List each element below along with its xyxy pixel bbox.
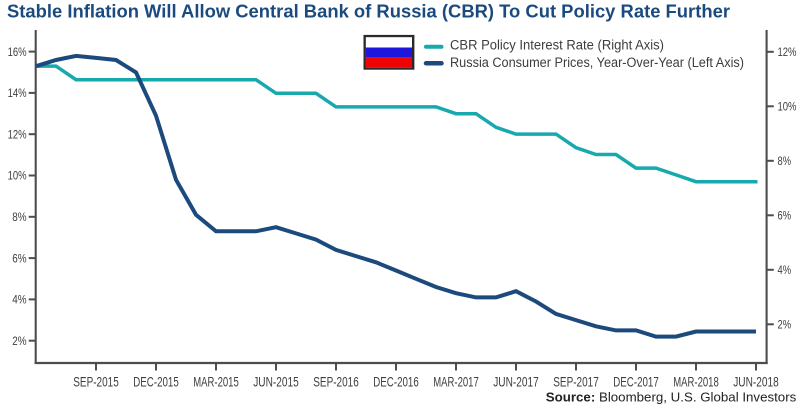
svg-text:12%: 12% xyxy=(778,47,797,59)
svg-text:14%: 14% xyxy=(8,88,27,100)
svg-text:JUN-2018: JUN-2018 xyxy=(733,373,779,389)
svg-text:JUN-2017: JUN-2017 xyxy=(493,373,539,389)
svg-text:Stable Inflation Will Allow Ce: Stable Inflation Will Allow Central Bank… xyxy=(7,1,730,22)
svg-text:6%: 6% xyxy=(778,211,792,223)
svg-text:12%: 12% xyxy=(8,129,27,141)
svg-text:SEP-2015: SEP-2015 xyxy=(73,373,119,389)
svg-text:4%: 4% xyxy=(778,265,792,277)
svg-text:JUN-2015: JUN-2015 xyxy=(253,373,299,389)
svg-text:MAR-2017: MAR-2017 xyxy=(433,373,479,389)
svg-text:DEC-2017: DEC-2017 xyxy=(613,373,659,389)
svg-text:SEP-2016: SEP-2016 xyxy=(313,373,359,389)
svg-text:CBR Policy Interest Rate (Righ: CBR Policy Interest Rate (Right Axis) xyxy=(450,37,664,52)
svg-text:6%: 6% xyxy=(12,253,26,265)
svg-text:10%: 10% xyxy=(8,171,27,183)
svg-text:Source: Bloomberg, U.S. Global: Source: Bloomberg, U.S. Global Investors xyxy=(546,390,797,405)
svg-text:MAR-2018: MAR-2018 xyxy=(673,373,719,389)
svg-text:SEP-2017: SEP-2017 xyxy=(553,373,599,389)
svg-text:2%: 2% xyxy=(778,320,792,332)
svg-text:8%: 8% xyxy=(12,212,26,224)
svg-text:Russia Consumer Prices, Year-O: Russia Consumer Prices, Year-Over-Year (… xyxy=(450,55,744,70)
svg-text:DEC-2016: DEC-2016 xyxy=(373,373,419,389)
svg-text:16%: 16% xyxy=(8,47,27,59)
svg-text:10%: 10% xyxy=(778,102,797,114)
svg-text:8%: 8% xyxy=(778,156,792,168)
svg-text:4%: 4% xyxy=(12,295,26,307)
svg-text:MAR-2015: MAR-2015 xyxy=(193,373,239,389)
svg-text:2%: 2% xyxy=(12,336,26,348)
svg-text:DEC-2015: DEC-2015 xyxy=(133,373,179,389)
